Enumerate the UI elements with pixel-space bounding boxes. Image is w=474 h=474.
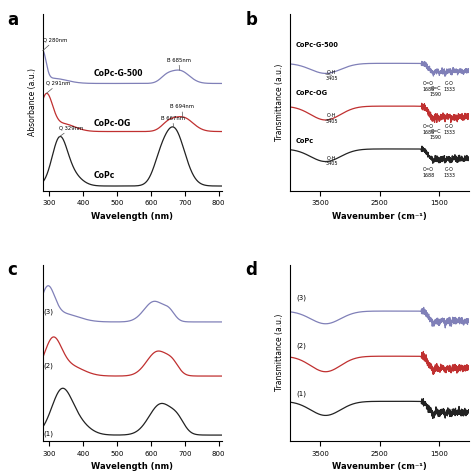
Text: CoPc-G-500: CoPc-G-500 <box>93 69 143 78</box>
Text: c: c <box>7 261 17 279</box>
Text: C=O
1688: C=O 1688 <box>422 81 434 92</box>
Text: B 694nm: B 694nm <box>170 104 194 117</box>
Text: d: d <box>245 261 257 279</box>
Text: (3): (3) <box>296 295 306 301</box>
Text: b: b <box>245 11 257 29</box>
Text: CoPc-OG: CoPc-OG <box>93 119 131 128</box>
Text: CoPc: CoPc <box>296 137 314 144</box>
Text: C-O
1333: C-O 1333 <box>443 81 456 92</box>
Text: B 685nm: B 685nm <box>167 57 191 70</box>
Text: (1): (1) <box>43 430 54 437</box>
Text: Q 291nm: Q 291nm <box>46 81 71 93</box>
Text: CoPc: CoPc <box>93 171 115 180</box>
Y-axis label: Absorbance (a.u.): Absorbance (a.u.) <box>28 68 37 137</box>
Text: Q 280nm: Q 280nm <box>43 37 67 51</box>
X-axis label: Wavenumber (cm⁻¹): Wavenumber (cm⁻¹) <box>332 462 427 471</box>
Text: O-H
3405: O-H 3405 <box>326 155 338 166</box>
Text: (2): (2) <box>296 343 306 349</box>
Text: a: a <box>7 11 18 29</box>
Text: (3): (3) <box>43 309 54 315</box>
Text: C=O
1688: C=O 1688 <box>422 167 434 178</box>
Text: (2): (2) <box>43 363 53 369</box>
X-axis label: Wavelength (nm): Wavelength (nm) <box>91 462 173 471</box>
X-axis label: Wavelength (nm): Wavelength (nm) <box>91 212 173 221</box>
Text: O-H
3405: O-H 3405 <box>326 113 338 124</box>
Text: C-O
1333: C-O 1333 <box>443 124 456 135</box>
Text: CoPc-OG: CoPc-OG <box>296 90 328 96</box>
Text: C-O
1333: C-O 1333 <box>443 167 456 178</box>
Y-axis label: Transmittance (a.u.): Transmittance (a.u.) <box>275 314 284 392</box>
Y-axis label: Transmittance (a.u.): Transmittance (a.u.) <box>275 64 284 141</box>
Text: B 667nm: B 667nm <box>161 116 185 127</box>
Text: (1): (1) <box>296 391 306 397</box>
Text: CoPc-G-500: CoPc-G-500 <box>296 42 339 48</box>
Text: O-H
3405: O-H 3405 <box>326 70 338 81</box>
X-axis label: Wavenumber (cm⁻¹): Wavenumber (cm⁻¹) <box>332 212 427 221</box>
Text: C=C
1590: C=C 1590 <box>430 129 442 140</box>
Text: C=O
1688: C=O 1688 <box>422 124 434 135</box>
Text: C=C
1590: C=C 1590 <box>430 86 442 97</box>
Text: Q 329nm: Q 329nm <box>59 126 83 137</box>
